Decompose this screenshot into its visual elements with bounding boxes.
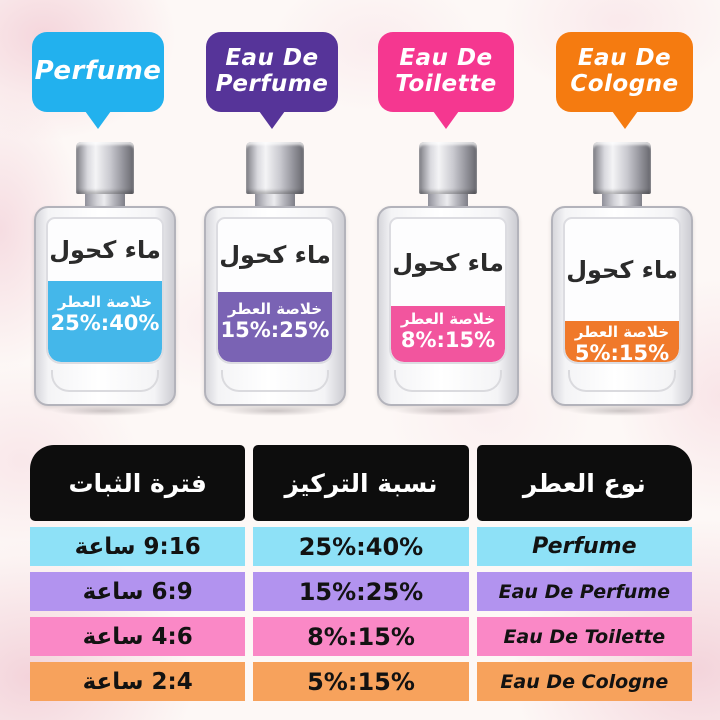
liquid-fill: خلاصة العطر 5%:15% bbox=[565, 320, 679, 364]
bubble-tail-icon bbox=[433, 111, 459, 129]
cell-concentration: 15%:25% bbox=[253, 572, 469, 611]
bottle-neck bbox=[428, 194, 468, 207]
table-row: 2:4 ساعة 5%:15% Eau De Cologne bbox=[30, 662, 692, 701]
bubble-label: Perfume bbox=[34, 56, 162, 87]
cell-concentration: 25%:40% bbox=[253, 527, 469, 566]
bottle-cap bbox=[246, 142, 304, 194]
cell-type: Eau De Cologne bbox=[476, 662, 692, 701]
bottle-body: ماء كحول خلاصة العطر 8%:15% bbox=[377, 206, 519, 406]
header-cell-duration: فترة الثبات bbox=[30, 445, 246, 521]
bottle-shadow bbox=[198, 404, 352, 418]
cell-duration: 9:16 ساعة bbox=[30, 527, 246, 566]
glass-base-line bbox=[51, 370, 159, 392]
glass-base-line bbox=[221, 370, 329, 392]
eau-de-perfume-bottle: ماء كحول خلاصة العطر 15%:25% bbox=[198, 142, 352, 422]
bottle-inner-glass: ماء كحول خلاصة العطر 25%:40% bbox=[46, 217, 164, 364]
liquid-fill: خلاصة العطر 15%:25% bbox=[218, 291, 332, 362]
essence-label: خلاصة العطر bbox=[227, 299, 323, 318]
bottle-cap bbox=[76, 142, 134, 194]
bottle-shadow bbox=[28, 404, 182, 418]
comparison-table: فترة الثبات نسبة التركيز نوع العطر 9:16 … bbox=[30, 445, 692, 701]
solvent-label: ماء كحول bbox=[219, 241, 331, 270]
bubble-eau-de-perfume: Eau De Perfume bbox=[206, 32, 338, 129]
essence-label: خلاصة العطر bbox=[574, 322, 670, 341]
bubble-tail-icon bbox=[85, 111, 111, 129]
cell-duration: 6:9 ساعة bbox=[30, 572, 246, 611]
solvent-label: ماء كحول bbox=[392, 248, 504, 277]
table-header-row: فترة الثبات نسبة التركيز نوع العطر bbox=[30, 445, 692, 521]
solvent-label: ماء كحول bbox=[566, 255, 678, 284]
solvent-label: ماء كحول bbox=[49, 235, 161, 264]
cell-type: Perfume bbox=[476, 527, 692, 566]
header-cell-concentration: نسبة التركيز bbox=[253, 445, 469, 521]
bubble-label: Eau De Perfume bbox=[215, 45, 329, 97]
table-row: 9:16 ساعة 25%:40% Perfume bbox=[30, 527, 692, 566]
eau-de-toilette-bottle: ماء كحول خلاصة العطر 8%:15% bbox=[371, 142, 525, 422]
bottle-neck bbox=[602, 194, 642, 207]
bottle-neck bbox=[255, 194, 295, 207]
bottle-body: ماء كحول خلاصة العطر 25%:40% bbox=[34, 206, 176, 406]
bottle-body: ماء كحول خلاصة العطر 5%:15% bbox=[551, 206, 693, 406]
header-cell-type: نوع العطر bbox=[476, 445, 692, 521]
essence-range: 5%:15% bbox=[574, 340, 670, 364]
table-row: 6:9 ساعة 15%:25% Eau De Perfume bbox=[30, 572, 692, 611]
liquid-fill: خلاصة العطر 8%:15% bbox=[391, 306, 505, 362]
essence-range: 8%:15% bbox=[400, 328, 496, 353]
bottle-inner-glass: ماء كحول خلاصة العطر 8%:15% bbox=[389, 217, 507, 364]
cell-concentration: 5%:15% bbox=[253, 662, 469, 701]
cell-type: Eau De Toilette bbox=[476, 617, 692, 656]
bubble-label: Eau De Cologne bbox=[570, 45, 679, 97]
bottle-cap bbox=[419, 142, 477, 194]
essence-label: خلاصة العطر bbox=[57, 292, 153, 311]
bottle-inner-glass: ماء كحول خلاصة العطر 5%:15% bbox=[563, 217, 681, 364]
bubble-eau-de-toilette: Eau De Toilette bbox=[378, 32, 514, 129]
cell-type: Eau De Perfume bbox=[476, 572, 692, 611]
bubble-perfume: Perfume bbox=[32, 32, 164, 129]
liquid-fill: خلاصة العطر 25%:40% bbox=[48, 280, 162, 362]
essence-label: خلاصة العطر bbox=[400, 310, 496, 329]
bubble-eau-de-cologne: Eau De Cologne bbox=[556, 32, 693, 129]
bubble-label: Eau De Toilette bbox=[395, 45, 497, 97]
cell-duration: 4:6 ساعة bbox=[30, 617, 246, 656]
bottle-shadow bbox=[371, 404, 525, 418]
bottle-body: ماء كحول خلاصة العطر 15%:25% bbox=[204, 206, 346, 406]
cell-duration: 2:4 ساعة bbox=[30, 662, 246, 701]
bottle-cap bbox=[593, 142, 651, 194]
table-row: 4:6 ساعة 8%:15% Eau De Toilette bbox=[30, 617, 692, 656]
bottle-inner-glass: ماء كحول خلاصة العطر 15%:25% bbox=[216, 217, 334, 364]
eau-de-cologne-bottle: ماء كحول خلاصة العطر 5%:15% bbox=[545, 142, 699, 422]
glass-base-line bbox=[568, 370, 676, 392]
bottle-shadow bbox=[545, 404, 699, 418]
glass-base-line bbox=[394, 370, 502, 392]
cell-concentration: 8%:15% bbox=[253, 617, 469, 656]
bubble-tail-icon bbox=[611, 111, 638, 129]
essence-range: 25%:40% bbox=[50, 310, 160, 335]
bottle-neck bbox=[85, 194, 125, 207]
perfume-bottle: ماء كحول خلاصة العطر 25%:40% bbox=[28, 142, 182, 422]
essence-range: 15%:25% bbox=[220, 317, 330, 342]
bubble-tail-icon bbox=[259, 111, 285, 129]
